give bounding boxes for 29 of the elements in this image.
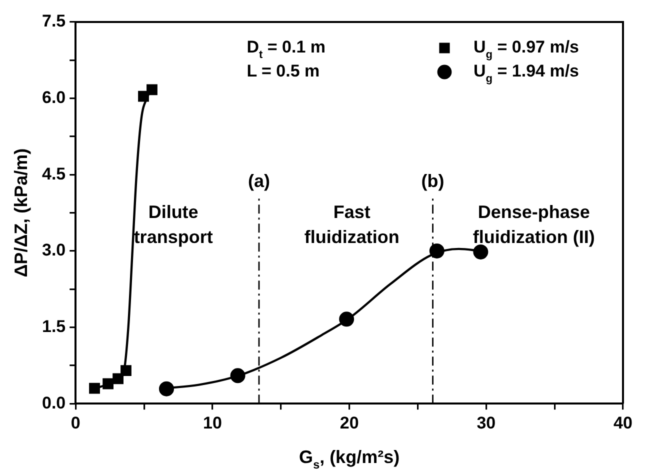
point [89,382,100,394]
x-tick-label: 10 [203,413,222,432]
y-tick-label: 4.5 [42,164,66,184]
y-tick-label: 3.0 [42,240,66,260]
y-tick-label: 0.0 [42,393,66,412]
x-tick-label: 30 [476,413,496,432]
x-tick-label: 40 [614,413,632,432]
point [146,84,158,96]
x-tick-label: 0 [70,413,80,432]
ref-line-label: (b) [421,171,444,192]
point [120,365,132,376]
x-tick-label: 20 [340,413,359,432]
point [102,378,114,390]
point [339,312,354,327]
y-axis-title: ΔP/ΔZ, (kPa/m) [10,148,31,278]
annotation: Dense-phase fluidization (II) [472,202,595,247]
point [429,243,444,258]
annotation: L = 0.5 m [246,62,320,81]
annotation: Dilute transport [134,202,213,247]
point [138,90,149,102]
y-tick-label: 6.0 [42,88,66,108]
annotation: Fast fluidization [304,202,400,247]
point [473,244,488,260]
point [112,373,124,384]
y-tick-label: 7.5 [42,12,66,31]
ref-line-label: (a) [248,171,270,192]
point [230,368,246,384]
y-tick-label: 1.5 [42,316,66,336]
point [158,381,174,396]
